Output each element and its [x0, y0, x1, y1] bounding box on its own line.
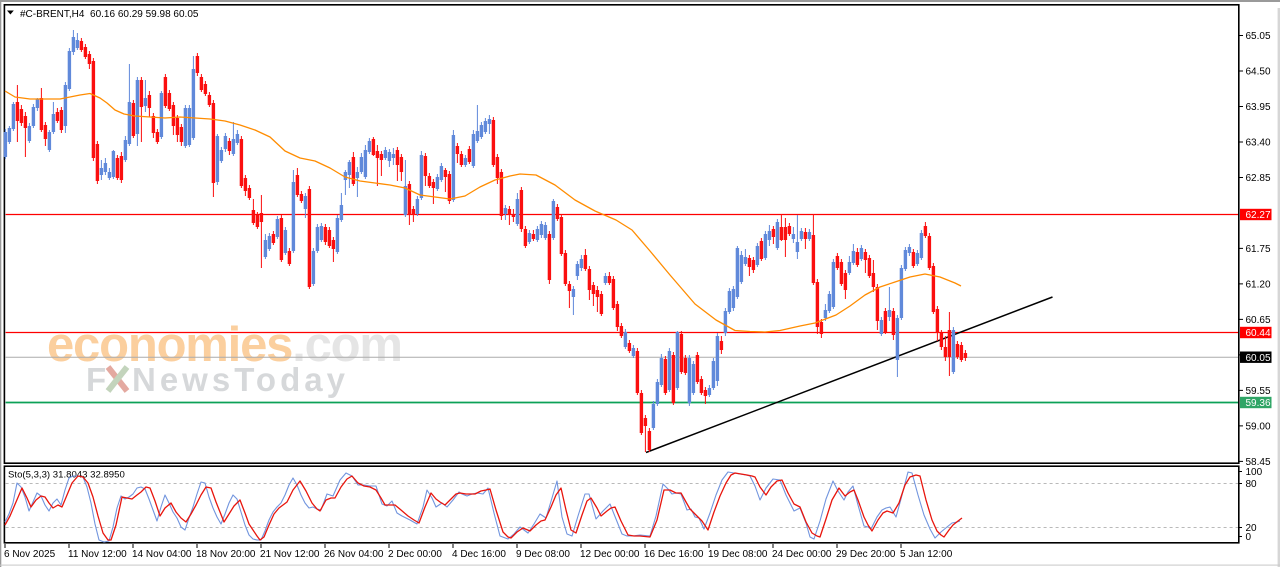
- svg-text:100: 100: [1246, 467, 1263, 478]
- svg-text:Sto(5,3,3) 31.8043 32.8950: Sto(5,3,3) 31.8043 32.8950: [8, 470, 125, 481]
- svg-text:26 Nov 04:00: 26 Nov 04:00: [324, 549, 384, 560]
- svg-text:59.00: 59.00: [1246, 422, 1271, 433]
- svg-text:16 Dec 16:00: 16 Dec 16:00: [644, 549, 704, 560]
- svg-text:65.05: 65.05: [1246, 31, 1271, 42]
- svg-text:0: 0: [1246, 532, 1252, 543]
- svg-text:60.44: 60.44: [1246, 328, 1271, 339]
- svg-text:#C-BRENT,H4 60.16 60.29 59.98: #C-BRENT,H4 60.16 60.29 59.98 60.05: [20, 9, 199, 20]
- svg-text:NewsToday: NewsToday: [132, 361, 349, 398]
- svg-text:11 Nov 12:00: 11 Nov 12:00: [68, 549, 127, 560]
- svg-text:64.50: 64.50: [1246, 67, 1271, 78]
- svg-text:14 Nov 04:00: 14 Nov 04:00: [132, 549, 192, 560]
- svg-text:5 Jan 12:00: 5 Jan 12:00: [900, 549, 953, 560]
- svg-text:63.95: 63.95: [1246, 102, 1271, 113]
- svg-text:63.40: 63.40: [1246, 138, 1271, 149]
- svg-text:29 Dec 20:00: 29 Dec 20:00: [836, 549, 896, 560]
- svg-text:62.85: 62.85: [1246, 173, 1271, 184]
- svg-text:4 Dec 16:00: 4 Dec 16:00: [452, 549, 506, 560]
- svg-text:62.27: 62.27: [1246, 210, 1271, 221]
- svg-text:18 Nov 20:00: 18 Nov 20:00: [196, 549, 256, 560]
- svg-text:20: 20: [1246, 523, 1258, 534]
- svg-text:19 Dec 08:00: 19 Dec 08:00: [708, 549, 768, 560]
- svg-text:24 Dec 00:00: 24 Dec 00:00: [772, 549, 832, 560]
- svg-text:6 Nov 2025: 6 Nov 2025: [4, 549, 56, 560]
- svg-text:60.05: 60.05: [1246, 353, 1271, 364]
- svg-text:59.36: 59.36: [1246, 398, 1271, 409]
- svg-text:58.45: 58.45: [1246, 457, 1271, 468]
- svg-text:60.65: 60.65: [1246, 315, 1271, 326]
- svg-text:9 Dec 08:00: 9 Dec 08:00: [516, 549, 570, 560]
- svg-text:59.55: 59.55: [1246, 386, 1271, 397]
- svg-text:economies.com: economies.com: [47, 318, 402, 372]
- svg-text:12 Dec 00:00: 12 Dec 00:00: [580, 549, 640, 560]
- svg-text:61.75: 61.75: [1246, 244, 1271, 255]
- svg-text:21 Nov 12:00: 21 Nov 12:00: [260, 549, 320, 560]
- svg-text:F: F: [86, 361, 108, 398]
- svg-text:2 Dec 00:00: 2 Dec 00:00: [388, 549, 442, 560]
- svg-text:80: 80: [1246, 479, 1258, 490]
- svg-text:61.20: 61.20: [1246, 280, 1271, 291]
